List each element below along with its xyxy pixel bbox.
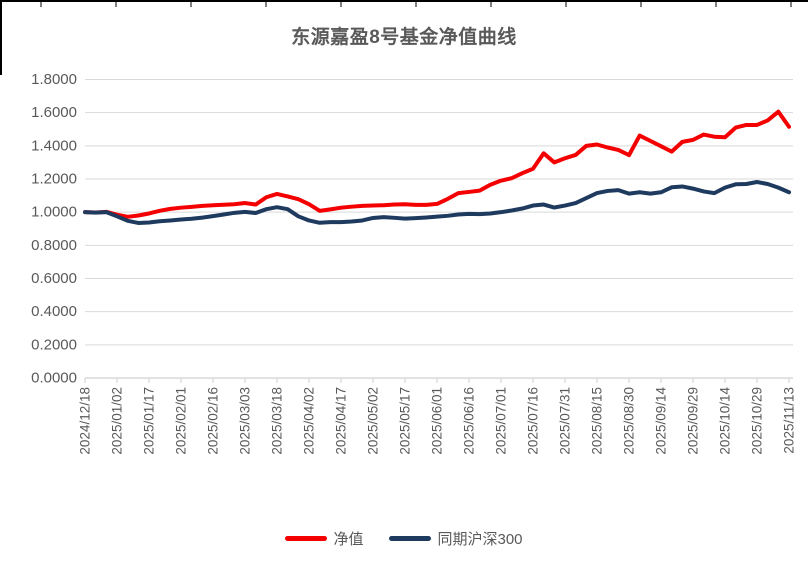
series-line-0 (83, 109, 791, 219)
x-axis-tick-label: 2024/12/18 (78, 387, 93, 455)
y-axis-tick-label: 0.2000 (31, 336, 77, 353)
legend-item-1: 同期沪深300 (389, 528, 523, 549)
y-axis-tick-label: 1.4000 (31, 137, 77, 154)
spreadsheet-column-tick (715, 2, 717, 7)
spreadsheet-column-tick (190, 2, 192, 7)
x-axis-tick-label: 2025/01/17 (142, 387, 157, 455)
x-axis-tick-label: 2025/11/13 (782, 387, 797, 454)
x-axis-tick-label: 2025/06/16 (462, 387, 477, 455)
y-axis-tick-label: 1.2000 (31, 171, 77, 188)
x-axis-tick-label: 2025/04/17 (334, 387, 349, 455)
chart-legend: 净值 同期沪深300 (0, 526, 808, 550)
x-axis-tick-label: 2025/03/03 (238, 387, 253, 455)
x-axis-tick-label: 2025/09/29 (686, 387, 701, 455)
x-axis-tick-label: 2025/06/01 (430, 387, 445, 455)
y-axis-tick-label: 0.8000 (31, 237, 77, 254)
x-axis-tick-label: 2025/10/14 (718, 387, 733, 455)
line-chart-plot: 0.0000 0.2000 0.4000 0.6000 0.8000 1.0000 1.20… (31, 71, 797, 455)
spreadsheet-column-tick (565, 2, 567, 7)
spreadsheet-top-border (0, 0, 808, 2)
y-axis-tick-label: 1.6000 (31, 104, 77, 121)
x-axis-tick-label: 2025/09/14 (654, 387, 669, 455)
x-axis-tick-label: 2025/08/30 (622, 387, 637, 455)
spreadsheet-column-tick (40, 2, 42, 7)
x-axis-tick-label: 2025/01/02 (110, 387, 125, 455)
x-axis-tick-label: 2025/04/02 (302, 387, 317, 455)
spreadsheet-column-tick (640, 2, 642, 7)
x-axis-tick-label: 2025/07/16 (526, 387, 541, 455)
spreadsheet-column-tick (415, 2, 417, 7)
spreadsheet-column-tick (340, 2, 342, 7)
y-axis-tick-label: 0.4000 (31, 303, 77, 320)
spreadsheet-left-border (0, 0, 2, 75)
legend-item-0: 净值 (285, 528, 363, 549)
chart-title: 东源嘉盈8号基金净值曲线 (291, 27, 517, 48)
x-axis-tick-label: 2025/07/01 (494, 387, 509, 455)
x-axis-tick-label: 2025/02/16 (206, 387, 221, 455)
x-axis-tick-label: 2025/03/18 (270, 387, 285, 455)
spreadsheet-column-tick (490, 2, 492, 7)
legend-line-swatch (389, 535, 432, 541)
legend-line-swatch (285, 535, 328, 541)
x-axis-tick-label: 2025/05/02 (366, 387, 381, 455)
x-axis-tick-label: 2025/08/15 (590, 387, 605, 455)
y-axis-tick-label: 1.0000 (31, 204, 77, 221)
y-axis-tick-label: 1.8000 (31, 71, 77, 88)
series-line-1 (83, 179, 791, 225)
legend-label: 同期沪深300 (437, 530, 523, 548)
x-axis-tick-label: 2025/05/17 (398, 387, 413, 455)
x-axis-tick-label: 2025/07/31 (558, 387, 573, 455)
legend-label: 净值 (333, 530, 364, 548)
x-axis-tick-label: 2025/10/29 (750, 387, 765, 455)
spreadsheet-column-tick (265, 2, 267, 7)
spreadsheet-column-tick (790, 2, 792, 7)
spreadsheet-column-tick (115, 2, 117, 7)
y-axis-tick-label: 0.6000 (31, 270, 77, 287)
y-axis-tick-label: 0.0000 (31, 370, 77, 387)
x-axis-tick-label: 2025/02/01 (174, 387, 189, 455)
